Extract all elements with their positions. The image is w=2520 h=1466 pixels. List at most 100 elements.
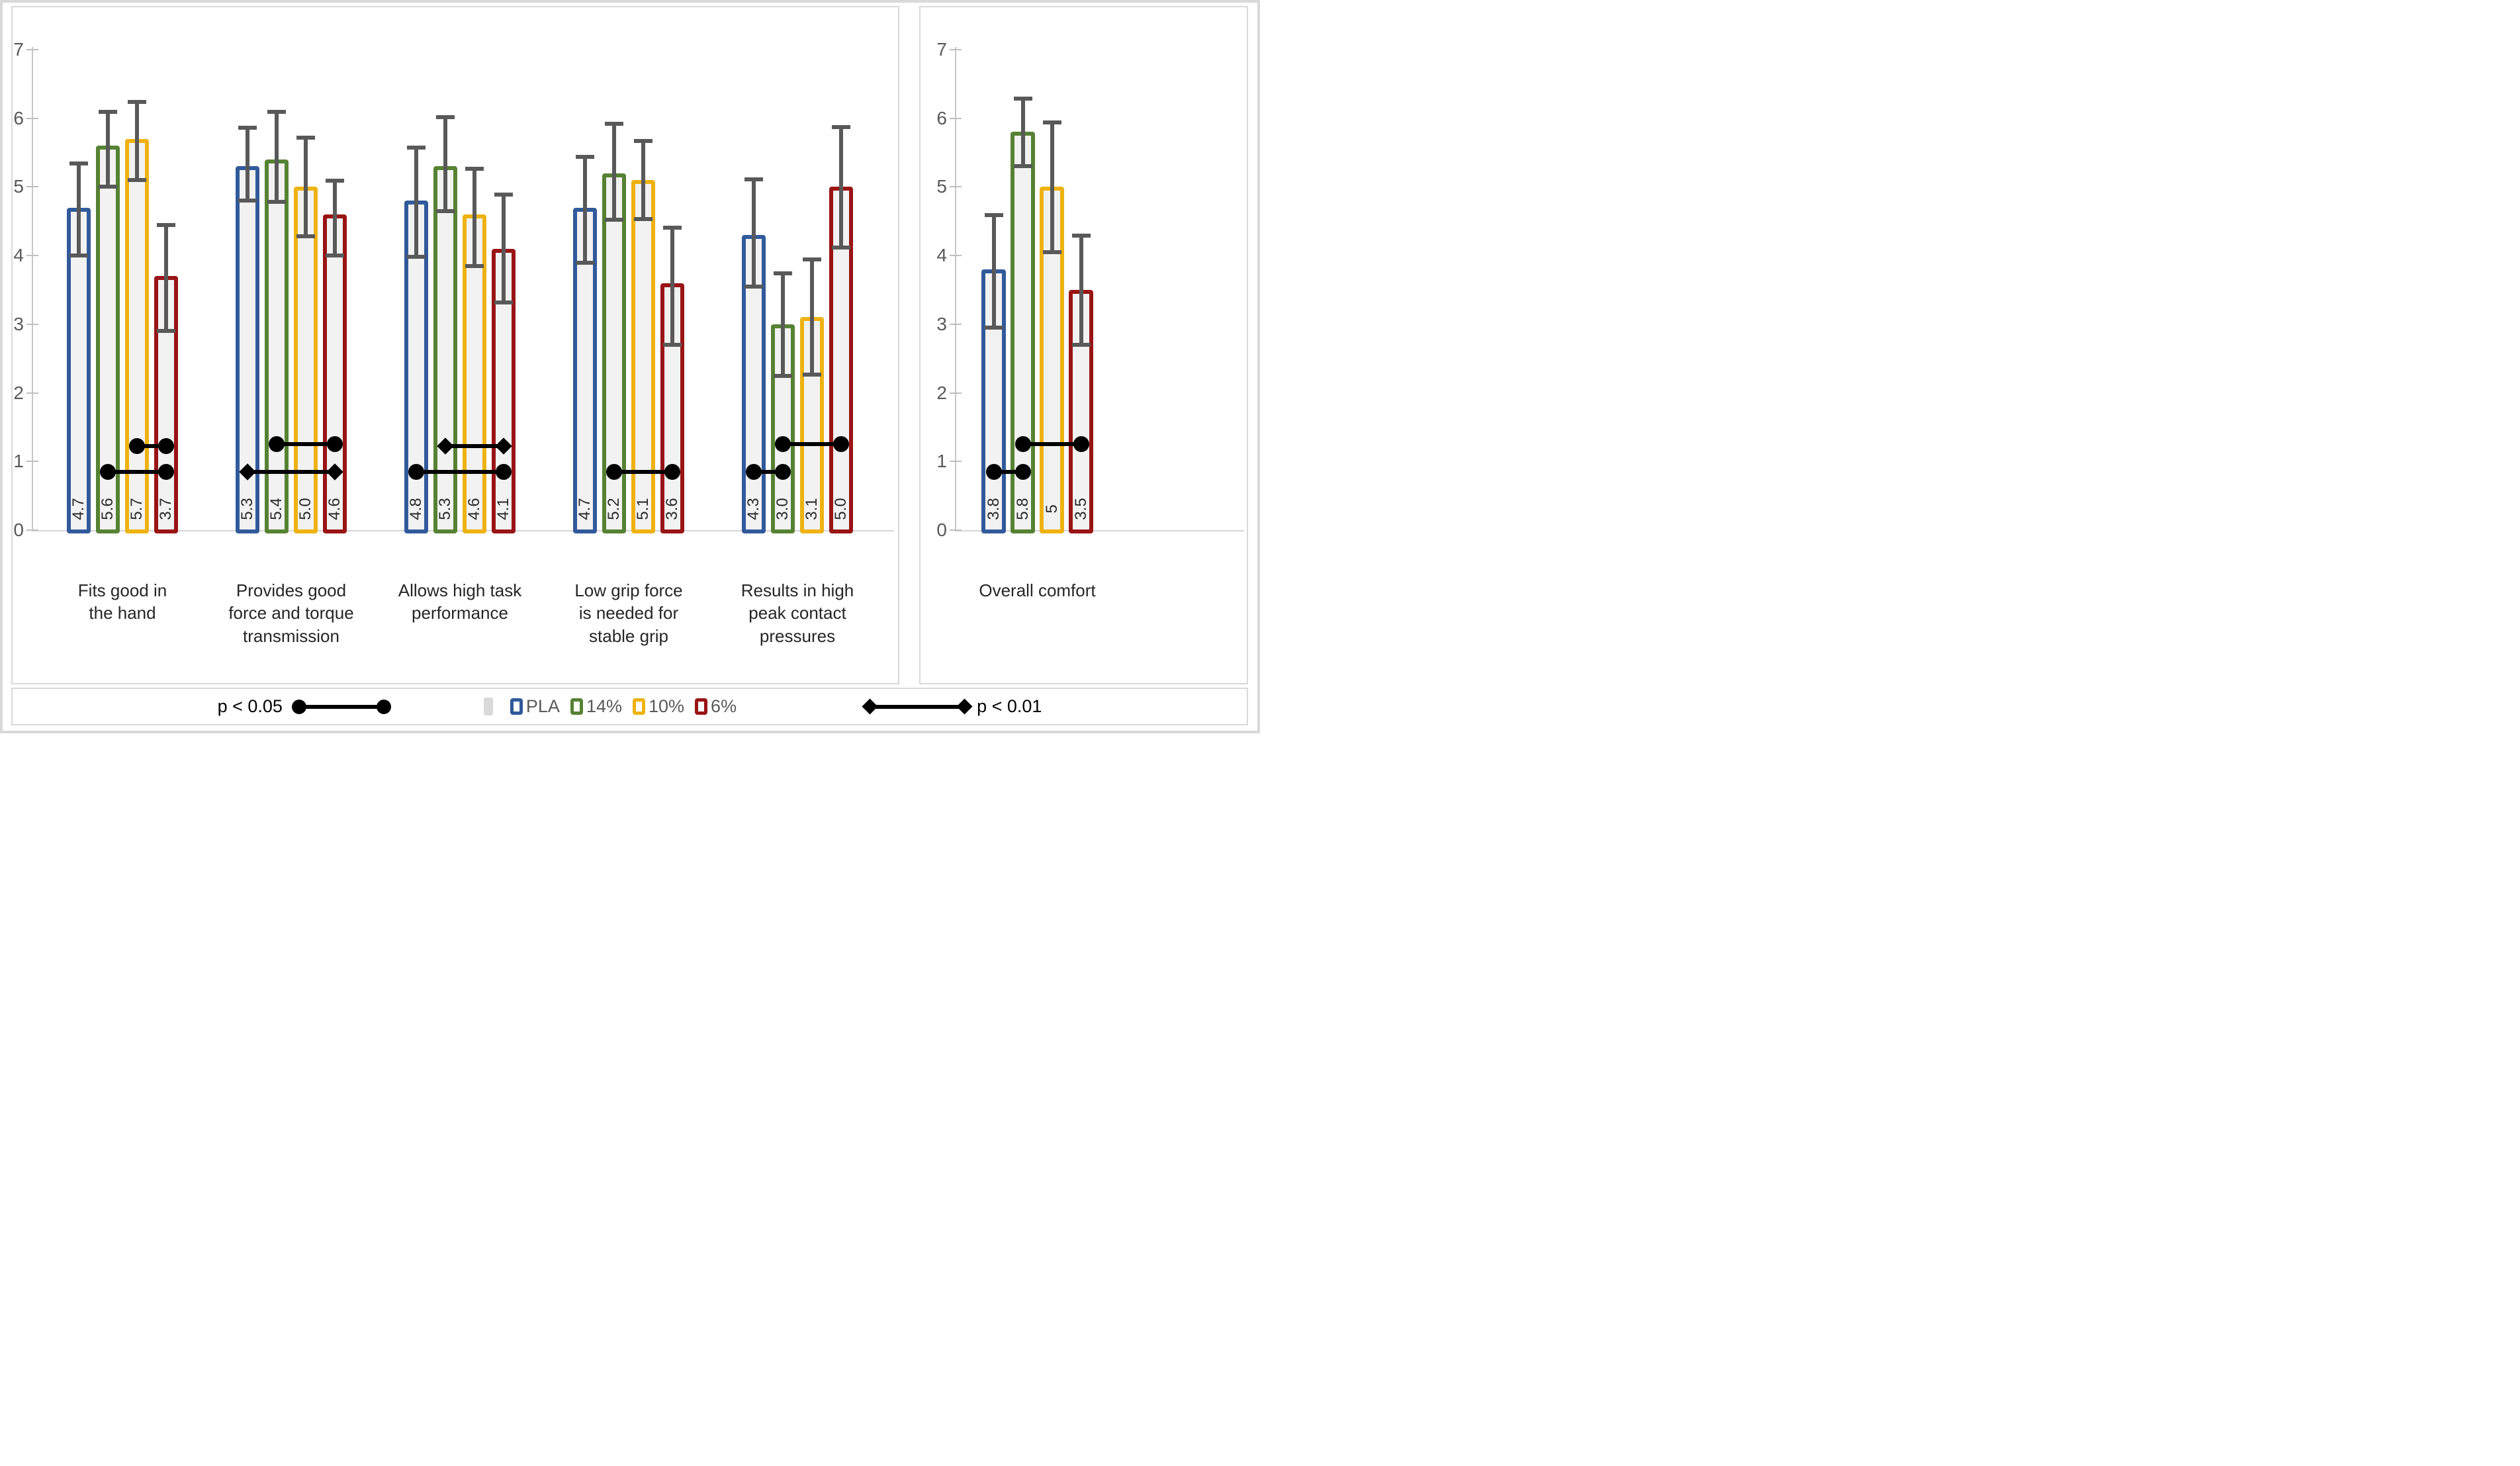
error-bar — [1050, 121, 1054, 252]
y-axis-tick-label: 2 — [936, 382, 947, 403]
legend-entry-label: 6% — [711, 696, 737, 716]
error-bar-cap — [326, 179, 344, 183]
legend-swatch-icon — [633, 698, 645, 715]
error-bar-cap — [1042, 120, 1061, 124]
error-bar — [304, 136, 308, 237]
error-bar-cap — [407, 146, 426, 150]
category-label: Fits good in the hand — [77, 580, 167, 623]
error-bar — [1079, 235, 1083, 345]
bar-14% — [433, 166, 457, 533]
bar-value-label: 5.4 — [267, 498, 285, 520]
legend-swatch-icon — [510, 698, 523, 715]
error-bar-cap — [663, 342, 682, 347]
category-label: Low grip force is needed for stable grip — [574, 580, 683, 646]
line — [868, 704, 967, 709]
bar-value-label: 4.7 — [69, 498, 87, 520]
error-bar-cap — [832, 245, 850, 250]
error-bar-cap — [576, 260, 594, 265]
error-bar — [1020, 97, 1025, 167]
significance-dot-icon — [100, 463, 116, 480]
error-bar-cap — [1013, 164, 1032, 169]
error-bar — [414, 147, 418, 257]
bar-pla — [67, 207, 91, 533]
y-axis-tick-label: 4 — [13, 245, 24, 266]
error-bar-cap — [99, 185, 117, 189]
significance-line — [277, 442, 335, 447]
bar-14% — [265, 159, 289, 533]
y-axis-tick — [26, 117, 38, 119]
y-axis-line — [32, 47, 33, 531]
error-bar — [810, 259, 814, 375]
error-bar-cap — [1013, 96, 1032, 101]
error-bar-cap — [744, 284, 763, 289]
error-bar-cap — [157, 329, 175, 334]
legend-entry-14pct: 14% — [570, 696, 622, 717]
bar-value-label: 5.0 — [832, 498, 850, 520]
bar-value-label: 3.5 — [1071, 498, 1090, 520]
bar-value-label: 4.1 — [494, 498, 512, 520]
error-bar — [583, 156, 587, 263]
bar-value-label: 4.3 — [744, 498, 762, 520]
legend-entry-10pct: 10% — [633, 696, 684, 717]
bar-10% — [125, 138, 149, 533]
error-bar — [106, 111, 110, 187]
significance-dot-icon — [664, 463, 680, 480]
diamond-icon — [862, 698, 878, 715]
error-bar — [781, 273, 785, 376]
y-axis-tick-label: 2 — [13, 382, 24, 403]
y-axis-tick — [26, 255, 38, 257]
significance-dot-icon — [985, 463, 1002, 480]
error-bar-cap — [69, 161, 88, 166]
dot-icon — [376, 699, 391, 714]
error-bar-cap — [744, 177, 763, 181]
category-label: Provides good force and torque transmiss… — [228, 580, 354, 646]
significance-line — [137, 444, 166, 449]
error-bar — [164, 224, 168, 332]
error-bar-cap — [1042, 250, 1061, 254]
significance-dot-icon — [1014, 463, 1031, 480]
error-bar-cap — [326, 253, 344, 258]
legend-swatch-icon — [570, 698, 583, 715]
error-bar-cap — [296, 234, 315, 239]
error-bar — [752, 178, 756, 287]
p01-diamond-line-icon — [862, 698, 973, 715]
bar-6% — [829, 187, 853, 533]
error-bar-cap — [774, 271, 792, 276]
error-bar-cap — [436, 115, 455, 119]
bar-value-label: 5.0 — [296, 498, 314, 520]
bar-6% — [323, 214, 347, 533]
bar-value-label: 3.8 — [984, 498, 1003, 520]
y-axis-tick-label: 5 — [936, 176, 947, 197]
bar-value-label: 5 — [1042, 504, 1061, 514]
significance-line — [108, 469, 166, 474]
significance-dot-icon — [746, 463, 762, 480]
significance-dot-icon — [1014, 436, 1031, 453]
significance-dot-icon — [158, 463, 174, 480]
significance-dot-icon — [327, 436, 343, 453]
y-axis-tick — [26, 323, 38, 325]
error-bar-cap — [774, 373, 792, 378]
y-axis-tick-label: 7 — [13, 39, 24, 60]
significance-dot-icon — [269, 436, 285, 453]
error-bar-cap — [494, 192, 513, 197]
significance-line — [445, 444, 504, 449]
y-axis-tick — [950, 186, 962, 188]
error-bar — [333, 180, 337, 256]
y-axis-tick-label: 0 — [13, 520, 24, 540]
legend-entry-pla: PLA — [510, 696, 560, 717]
error-bar-cap — [605, 121, 623, 126]
error-bar-cap — [465, 167, 484, 171]
error-bar — [670, 226, 674, 345]
bar-6% — [660, 283, 684, 533]
error-bar-cap — [157, 223, 175, 228]
category-label: Results in high peak contact pressures — [741, 580, 854, 646]
dot-icon — [291, 699, 306, 714]
legend-entry-6pct: 6% — [695, 696, 737, 717]
y-axis-tick — [26, 461, 38, 463]
bar-value-label: 5.3 — [436, 498, 454, 520]
y-axis-tick-label: 6 — [13, 107, 24, 128]
y-axis-tick-label: 3 — [936, 313, 947, 334]
error-bar-cap — [605, 218, 623, 222]
error-bar-cap — [238, 126, 257, 130]
significance-line — [416, 469, 504, 474]
